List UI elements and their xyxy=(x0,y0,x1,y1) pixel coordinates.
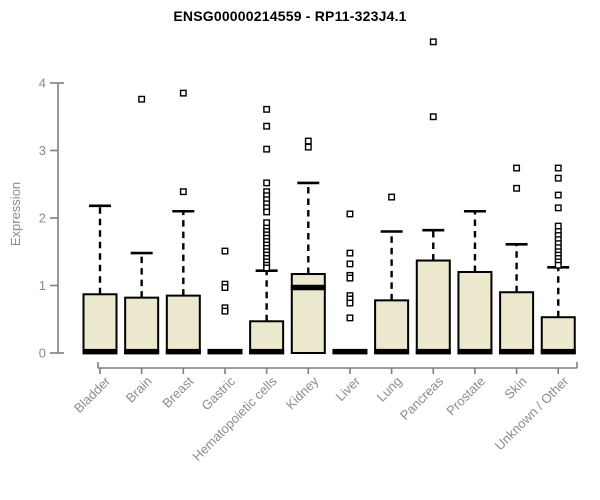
outlier-point xyxy=(221,284,229,291)
y-tick-label: 4 xyxy=(39,76,46,91)
x-category-label: Gastric xyxy=(198,373,238,413)
outlier-point xyxy=(346,299,354,307)
box-group-skin xyxy=(499,164,535,355)
outlier-point xyxy=(179,89,187,97)
box-breast xyxy=(165,294,201,354)
box-group-bladder xyxy=(82,204,118,355)
median-breast xyxy=(165,348,201,355)
y-axis-label: Expression xyxy=(8,181,23,247)
outlier-point xyxy=(346,249,354,257)
x-category-label: Prostate xyxy=(443,374,488,419)
outlier-point xyxy=(554,164,562,172)
outlier-point xyxy=(429,113,437,121)
outlier-point xyxy=(513,164,521,172)
box-prostate xyxy=(457,271,493,354)
box-group-gastric xyxy=(207,247,243,355)
outlier-point xyxy=(513,184,521,192)
box-group-breast xyxy=(165,89,201,355)
median-lung xyxy=(374,348,410,355)
box-pancreas xyxy=(415,259,451,354)
median-gastric xyxy=(207,348,243,355)
y-tick-label: 1 xyxy=(39,278,46,293)
box-skin xyxy=(499,291,535,354)
median-brain xyxy=(124,348,160,355)
y-tick-label: 2 xyxy=(39,211,46,226)
x-category-label: Lung xyxy=(374,374,405,405)
x-category-label: Bladder xyxy=(71,373,114,416)
outlier-point xyxy=(263,122,271,130)
box-lung xyxy=(374,299,410,355)
box-group-lung xyxy=(374,193,410,355)
outlier-point xyxy=(554,174,562,182)
x-category-label: Brain xyxy=(123,374,155,406)
box-bladder xyxy=(82,293,118,354)
median-skin xyxy=(499,348,535,355)
box-group-kidney xyxy=(290,137,326,354)
outlier-point xyxy=(138,95,146,103)
x-category-label: Skin xyxy=(501,374,529,402)
box-group-brain xyxy=(124,95,160,355)
box-hematopoietic-cells xyxy=(249,320,285,354)
median-liver xyxy=(332,348,368,355)
box-group-hematopoietic-cells xyxy=(249,105,285,355)
outlier-point xyxy=(346,314,354,322)
outlier-point xyxy=(263,219,271,227)
outlier-point xyxy=(388,193,396,201)
x-category-label: Liver xyxy=(333,373,364,404)
outlier-point xyxy=(221,307,229,315)
median-prostate xyxy=(457,348,493,355)
median-unknown-other xyxy=(540,348,576,355)
outlier-point xyxy=(429,38,437,46)
outlier-point xyxy=(554,191,562,199)
outlier-point xyxy=(304,143,312,151)
x-category-label: Pancreas xyxy=(397,373,447,423)
outlier-point xyxy=(346,210,354,218)
y-axis: 0 1 2 3 4 xyxy=(39,76,64,361)
box-brain xyxy=(124,296,160,354)
x-category-label: Unknown / Other xyxy=(492,373,572,453)
x-category-label: Breast xyxy=(159,373,196,410)
median-hematopoietic-cells xyxy=(249,348,285,355)
outlier-point xyxy=(346,274,354,282)
outlier-point xyxy=(346,260,354,268)
outlier-point xyxy=(263,208,271,216)
x-category-label: Kidney xyxy=(283,373,322,412)
outlier-point xyxy=(263,105,271,113)
outlier-point xyxy=(179,188,187,196)
box-group-liver xyxy=(332,210,368,355)
outlier-point xyxy=(304,137,312,145)
chart-title: ENSG00000214559 - RP11-323J4.1 xyxy=(173,8,407,24)
outlier-point xyxy=(263,264,271,272)
median-bladder xyxy=(82,348,118,355)
box-group-prostate xyxy=(457,209,493,355)
median-kidney xyxy=(290,284,326,291)
median-pancreas xyxy=(415,348,451,355)
box-group-unknown-other xyxy=(540,164,576,355)
outlier-point xyxy=(263,179,271,187)
box-unknown-other xyxy=(540,316,576,355)
outlier-point xyxy=(554,204,562,212)
outlier-point xyxy=(263,145,271,153)
y-tick-label: 0 xyxy=(39,346,46,361)
outlier-point xyxy=(554,222,562,230)
y-tick-label: 3 xyxy=(39,143,46,158)
box-group-pancreas xyxy=(415,38,451,355)
outlier-point xyxy=(554,261,562,269)
outlier-point xyxy=(221,247,229,255)
